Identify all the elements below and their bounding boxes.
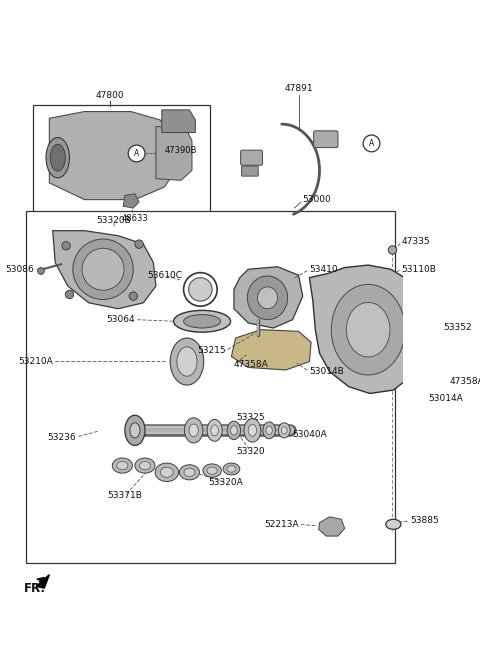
Text: 53040A: 53040A: [293, 430, 327, 439]
Circle shape: [62, 241, 71, 250]
Ellipse shape: [244, 419, 261, 442]
FancyBboxPatch shape: [313, 131, 338, 148]
Text: 53064: 53064: [106, 315, 135, 324]
Text: 47891: 47891: [284, 84, 313, 93]
Text: 47358A: 47358A: [450, 377, 480, 386]
Polygon shape: [156, 127, 192, 180]
Text: 48633: 48633: [121, 214, 148, 223]
Ellipse shape: [417, 325, 440, 360]
Text: 53410: 53410: [310, 265, 338, 274]
Ellipse shape: [223, 463, 240, 475]
Ellipse shape: [203, 464, 221, 478]
Ellipse shape: [211, 425, 218, 436]
Ellipse shape: [112, 458, 132, 473]
Text: 47390B: 47390B: [164, 146, 197, 155]
Ellipse shape: [247, 276, 288, 319]
Ellipse shape: [125, 415, 145, 445]
Ellipse shape: [180, 464, 200, 480]
FancyBboxPatch shape: [241, 166, 258, 176]
Ellipse shape: [248, 424, 257, 436]
Ellipse shape: [266, 426, 272, 434]
Ellipse shape: [278, 423, 290, 438]
Polygon shape: [123, 194, 139, 208]
Text: 53110B: 53110B: [402, 265, 437, 274]
FancyArrowPatch shape: [38, 578, 44, 584]
Ellipse shape: [263, 422, 276, 439]
Polygon shape: [53, 231, 156, 309]
Text: 53610C: 53610C: [147, 271, 182, 279]
Text: A: A: [134, 149, 139, 158]
Ellipse shape: [189, 424, 198, 437]
Ellipse shape: [73, 239, 133, 300]
Text: 53000: 53000: [303, 195, 332, 204]
Ellipse shape: [184, 468, 195, 476]
Bar: [26, 211, 395, 563]
Circle shape: [65, 290, 74, 298]
Text: A: A: [369, 139, 374, 148]
Text: 47358A: 47358A: [234, 360, 269, 369]
Text: 53320: 53320: [236, 447, 265, 456]
Circle shape: [388, 246, 396, 254]
Ellipse shape: [160, 467, 173, 478]
Polygon shape: [234, 267, 303, 328]
Ellipse shape: [207, 467, 217, 474]
FancyBboxPatch shape: [240, 150, 263, 165]
Text: 53885: 53885: [410, 516, 439, 525]
Text: 53352: 53352: [444, 323, 472, 333]
Ellipse shape: [227, 466, 236, 472]
Text: 53371B: 53371B: [108, 491, 142, 501]
Polygon shape: [410, 370, 445, 400]
Polygon shape: [49, 112, 177, 199]
Text: 47800: 47800: [96, 91, 124, 100]
Text: 53014B: 53014B: [310, 367, 344, 376]
Circle shape: [135, 240, 144, 249]
Circle shape: [129, 292, 137, 300]
Ellipse shape: [189, 277, 212, 301]
Ellipse shape: [281, 426, 287, 434]
Text: 53236: 53236: [48, 432, 76, 441]
Circle shape: [363, 135, 380, 152]
Ellipse shape: [155, 463, 179, 482]
Text: 53325: 53325: [236, 413, 265, 422]
Polygon shape: [162, 110, 195, 133]
Ellipse shape: [174, 310, 230, 332]
Polygon shape: [310, 265, 424, 394]
Ellipse shape: [82, 249, 124, 290]
Ellipse shape: [207, 419, 222, 441]
Ellipse shape: [140, 461, 151, 470]
Ellipse shape: [386, 520, 401, 529]
Text: 53086: 53086: [5, 265, 34, 274]
Ellipse shape: [177, 347, 197, 377]
Ellipse shape: [183, 315, 220, 328]
Circle shape: [37, 268, 44, 274]
Circle shape: [128, 145, 145, 162]
Text: 53320B: 53320B: [96, 216, 132, 225]
Ellipse shape: [184, 418, 203, 443]
Polygon shape: [36, 575, 49, 588]
Ellipse shape: [331, 284, 405, 375]
Ellipse shape: [46, 138, 70, 178]
Ellipse shape: [257, 287, 277, 309]
Text: FR.: FR.: [24, 582, 46, 594]
Ellipse shape: [170, 338, 204, 385]
Ellipse shape: [230, 426, 237, 435]
Polygon shape: [319, 517, 345, 536]
Polygon shape: [231, 330, 311, 370]
Ellipse shape: [135, 458, 155, 473]
Ellipse shape: [117, 461, 128, 470]
Ellipse shape: [227, 421, 240, 440]
Ellipse shape: [50, 144, 65, 171]
Text: 53014A: 53014A: [429, 394, 463, 403]
Ellipse shape: [413, 322, 430, 347]
Text: 52213A: 52213A: [264, 520, 299, 529]
Ellipse shape: [130, 423, 140, 438]
Bar: [33, 105, 210, 220]
Text: 53320A: 53320A: [208, 478, 243, 487]
Text: 53215: 53215: [197, 346, 226, 355]
Ellipse shape: [347, 302, 390, 357]
Text: 53210A: 53210A: [18, 357, 53, 366]
Text: 47335: 47335: [402, 237, 431, 246]
